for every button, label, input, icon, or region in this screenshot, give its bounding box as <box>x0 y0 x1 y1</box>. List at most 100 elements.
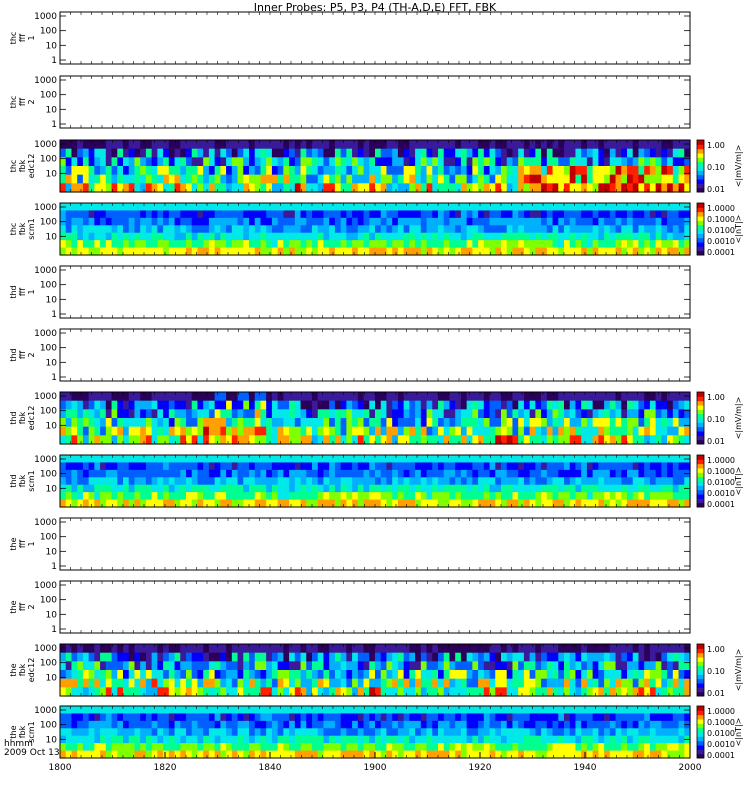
heatmap-cell <box>535 687 542 697</box>
heatmap-cell <box>300 661 307 671</box>
heatmap-cell <box>191 409 199 419</box>
heatmap-cell <box>260 455 267 464</box>
heatmap-cell <box>271 469 279 478</box>
figure-title: Inner Probes: P5, P3, P4 (TH-A,D,E) FFT,… <box>253 1 497 14</box>
heatmap-cell <box>655 166 662 176</box>
heatmap-cell <box>489 400 496 410</box>
panel-5 <box>59 265 691 319</box>
heatmap-cell <box>260 203 267 212</box>
heatmap-cell <box>128 455 136 464</box>
heatmap-cell <box>552 225 559 234</box>
heatmap-cell <box>60 418 67 428</box>
heatmap-cell <box>581 400 588 410</box>
heatmap-cell <box>661 687 668 697</box>
heatmap-cell <box>466 644 473 654</box>
heatmap-cell <box>667 435 674 445</box>
heatmap-cell <box>71 670 78 680</box>
heatmap-cell <box>638 247 645 256</box>
heatmap-cell <box>678 469 685 478</box>
heatmap-cell <box>472 203 479 212</box>
heatmap-cell <box>535 210 542 219</box>
heatmap-cell <box>266 418 273 428</box>
heatmap-cell <box>163 492 170 501</box>
heatmap-cell <box>380 418 388 428</box>
heatmap-cell <box>174 232 181 241</box>
heatmap-cell <box>334 217 342 226</box>
heatmap-cell <box>271 418 279 428</box>
heatmap-cell <box>283 661 290 671</box>
heatmap-cell <box>472 426 479 436</box>
heatmap-cell <box>168 687 176 697</box>
heatmap-cell <box>294 678 302 688</box>
heatmap-cell <box>312 140 319 150</box>
heatmap-cell <box>329 157 336 167</box>
heatmap-cell <box>283 492 290 501</box>
heatmap-cell <box>649 140 657 150</box>
heatmap-cell <box>604 678 611 688</box>
heatmap-cell <box>145 240 153 249</box>
heatmap-cell <box>432 462 439 471</box>
heatmap-cell <box>684 670 691 680</box>
heatmap-cell <box>329 426 336 436</box>
heatmap-cell <box>426 661 433 671</box>
heatmap-cell <box>455 644 462 654</box>
heatmap-cell <box>420 687 428 697</box>
y-tick-label: 1000 <box>34 518 57 528</box>
heatmap-cell <box>426 409 433 419</box>
heatmap-cell <box>220 409 227 419</box>
heatmap-cell <box>655 418 662 428</box>
heatmap-cell <box>489 203 496 212</box>
heatmap-cell <box>289 418 296 428</box>
heatmap-cell <box>415 661 422 671</box>
heatmap-cell <box>231 661 239 671</box>
heatmap-cell <box>598 174 605 184</box>
heatmap-cell <box>323 484 330 493</box>
heatmap-cell <box>592 670 599 680</box>
heatmap-cell <box>357 462 365 471</box>
heatmap-cell <box>203 232 210 241</box>
heatmap-cell <box>644 157 651 167</box>
heatmap-cell <box>226 217 233 226</box>
heatmap-cell <box>678 477 685 486</box>
heatmap-cell <box>438 203 445 212</box>
heatmap-cell <box>60 670 67 680</box>
heatmap-cell <box>346 140 353 150</box>
heatmap-cell <box>100 203 107 212</box>
heatmap-cell <box>386 240 393 249</box>
heatmap-cell <box>598 148 605 158</box>
heatmap-cell <box>71 652 78 662</box>
heatmap-cell <box>71 661 78 671</box>
heatmap-cell <box>667 157 674 167</box>
heatmap-cell <box>455 392 462 402</box>
heatmap-cell <box>403 678 410 688</box>
heatmap-cell <box>191 477 199 486</box>
heatmap-cell <box>403 140 410 150</box>
heatmap-cell <box>546 426 554 436</box>
heatmap-cell <box>294 400 302 410</box>
heatmap-cell <box>403 652 410 662</box>
heatmap-cell <box>535 409 542 419</box>
heatmap-cell <box>386 484 393 493</box>
heatmap-cell <box>684 166 691 176</box>
colorbar-swatch <box>697 157 704 163</box>
heatmap-cell <box>203 409 210 419</box>
heatmap-cell <box>552 392 559 402</box>
heatmap-cell <box>294 477 302 486</box>
heatmap-cell <box>60 140 67 150</box>
heatmap-cell <box>334 232 342 241</box>
heatmap-cell <box>271 678 279 688</box>
heatmap-cell <box>558 240 565 249</box>
heatmap-cell <box>100 409 107 419</box>
heatmap-cell <box>283 687 290 697</box>
heatmap-cell <box>558 210 565 219</box>
heatmap-cell <box>415 247 422 256</box>
heatmap-cell <box>346 418 353 428</box>
heatmap-cell <box>369 469 376 478</box>
heatmap-cell <box>598 492 605 501</box>
heatmap-cell <box>145 418 153 428</box>
heatmap-cell <box>386 661 393 671</box>
heatmap-cell <box>598 203 605 212</box>
heatmap-cell <box>495 225 502 234</box>
heatmap-cell <box>220 247 227 256</box>
heatmap-cell <box>621 148 628 158</box>
